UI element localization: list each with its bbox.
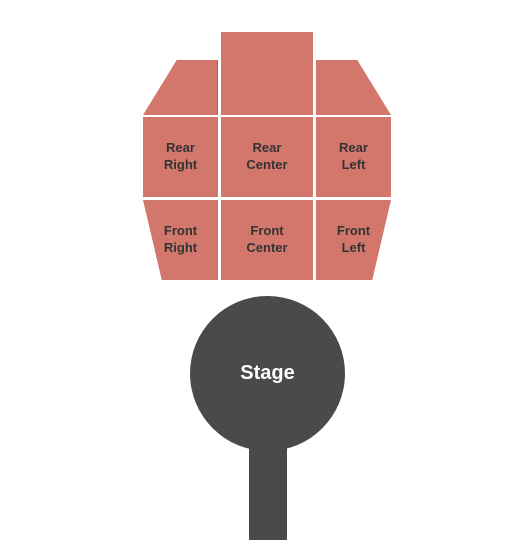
section-rear-left[interactable]: RearLeft (316, 117, 391, 197)
section-front-right[interactable]: FrontRight (143, 200, 218, 280)
section-front-left[interactable]: FrontLeft (316, 200, 391, 280)
section-front-center[interactable]: FrontCenter (221, 200, 313, 280)
section-label: RearLeft (339, 140, 368, 174)
section-rear-right[interactable]: RearRight (143, 117, 218, 197)
rear-row: RearRight RearCenter RearLeft (143, 117, 391, 197)
section-label: RearRight (164, 140, 197, 174)
front-row: FrontRight FrontCenter FrontLeft (143, 200, 391, 280)
stage-label: Stage (240, 362, 294, 385)
section-label: FrontLeft (337, 223, 370, 257)
rear-center-cap (221, 32, 313, 115)
stage: Stage (190, 296, 345, 451)
rear-left-cap (316, 60, 391, 115)
section-label: FrontCenter (246, 223, 287, 257)
section-rear-center[interactable]: RearCenter (221, 117, 313, 197)
section-label: RearCenter (246, 140, 287, 174)
rear-right-cap (143, 60, 218, 115)
section-label: FrontRight (164, 223, 197, 257)
